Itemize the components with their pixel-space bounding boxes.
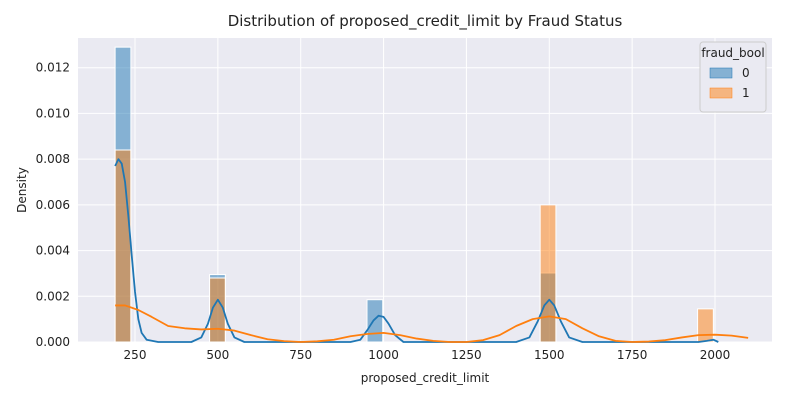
x-tick-label: 500 (206, 348, 229, 362)
legend-swatch-0 (709, 67, 733, 79)
bar-series-1 (114, 149, 132, 343)
legend-entries: 01 (709, 66, 750, 100)
x-tick-label: 750 (289, 348, 312, 362)
bar-series-1 (539, 204, 557, 343)
y-tick-label: 0.010 (36, 106, 70, 120)
x-tick-label: 250 (124, 348, 147, 362)
y-axis-label: Density (15, 167, 29, 213)
y-tick-label: 0.000 (36, 335, 70, 349)
y-tick-label: 0.006 (36, 198, 70, 212)
x-axis-label: proposed_credit_limit (361, 371, 490, 385)
legend-entry-label: 1 (742, 86, 750, 100)
legend-swatch-1 (709, 87, 733, 99)
kde-line-series-1 (115, 304, 749, 343)
grid (78, 38, 772, 343)
legend: fraud_bool 01 (699, 41, 767, 113)
x-tick-label: 1500 (534, 348, 565, 362)
kde-line-series-0 (114, 158, 719, 343)
kde-lines (114, 158, 749, 343)
x-tick-label: 1750 (617, 348, 648, 362)
y-tick-label: 0.012 (36, 61, 70, 75)
y-tick-label: 0.008 (36, 152, 70, 166)
x-tick-label: 1000 (368, 348, 399, 362)
y-tick-label: 0.002 (36, 289, 70, 303)
bar-series-1 (697, 308, 714, 343)
y-tick-label: 0.004 (36, 244, 70, 258)
chart-title: Distribution of proposed_credit_limit by… (228, 12, 623, 31)
x-tick-label: 1250 (451, 348, 482, 362)
legend-title: fraud_bool (701, 46, 764, 60)
bar-series-1 (209, 277, 226, 343)
plot-area (78, 38, 772, 342)
bar-series-0 (366, 299, 384, 343)
y-axis-ticks: 0.000 0.002 0.004 0.006 0.008 0.010 0.012 (36, 61, 70, 349)
bars (114, 46, 714, 343)
x-axis-ticks: 250 500 750 1000 1250 1500 1750 2000 (124, 348, 731, 362)
legend-entry-label: 0 (742, 66, 750, 80)
x-tick-label: 2000 (700, 348, 731, 362)
